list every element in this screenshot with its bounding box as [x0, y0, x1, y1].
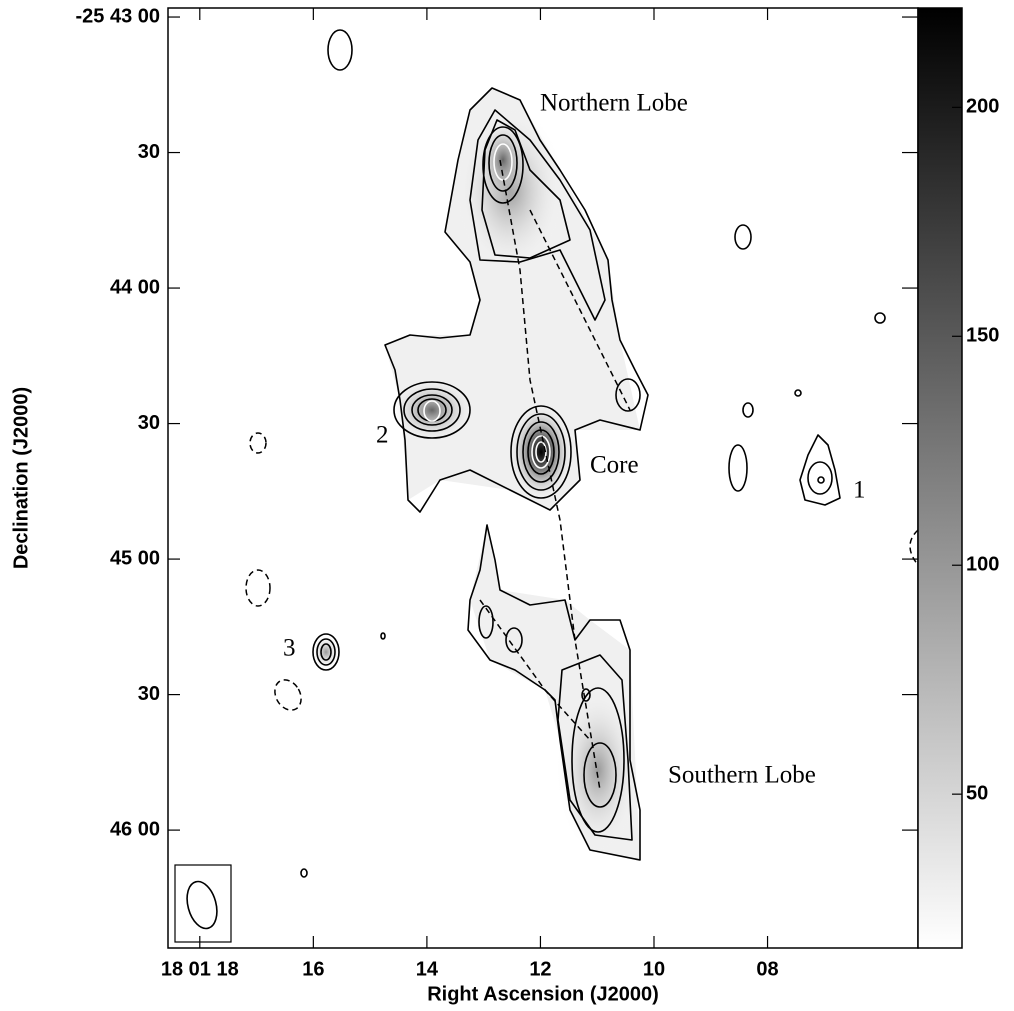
beam — [186, 880, 218, 930]
contours — [245, 29, 919, 878]
y-tick-label: 46 00 — [110, 818, 160, 840]
annotation: Core — [590, 452, 639, 479]
annotation: Southern Lobe — [668, 762, 816, 789]
x-tick-label: 16 — [302, 958, 324, 980]
x-tick-label: 14 — [416, 958, 439, 980]
colorbar-tick-label: 50 — [966, 782, 988, 804]
x-tick-label: 18 01 18 — [161, 958, 239, 980]
x-tick-label: 12 — [529, 958, 551, 980]
y-tick-label: -25 43 00 — [75, 5, 160, 27]
y-tick-label: 44 00 — [110, 276, 160, 298]
y-tick-label: 30 — [138, 412, 160, 434]
x-axis-label: Right Ascension (J2000) — [427, 983, 659, 1005]
annotation: 2 — [376, 422, 389, 449]
y-tick-label: 45 00 — [110, 547, 160, 569]
colorbar — [917, 7, 963, 949]
beam-box — [174, 864, 232, 943]
x-tick-label: 10 — [643, 958, 665, 980]
annotation: 1 — [853, 477, 866, 504]
colorbar-tick-label: 100 — [966, 554, 999, 576]
colorbar-tick-label: 150 — [966, 325, 999, 347]
y-axis-label: Declination (J2000) — [10, 387, 32, 569]
annotation: Northern Lobe — [540, 90, 688, 117]
x-tick-label: 08 — [756, 958, 778, 980]
colorbar-tick-label: 200 — [966, 96, 999, 118]
annotation: 3 — [283, 635, 296, 662]
y-tick-label: 30 — [138, 683, 160, 705]
y-tick-label: 30 — [138, 141, 160, 163]
